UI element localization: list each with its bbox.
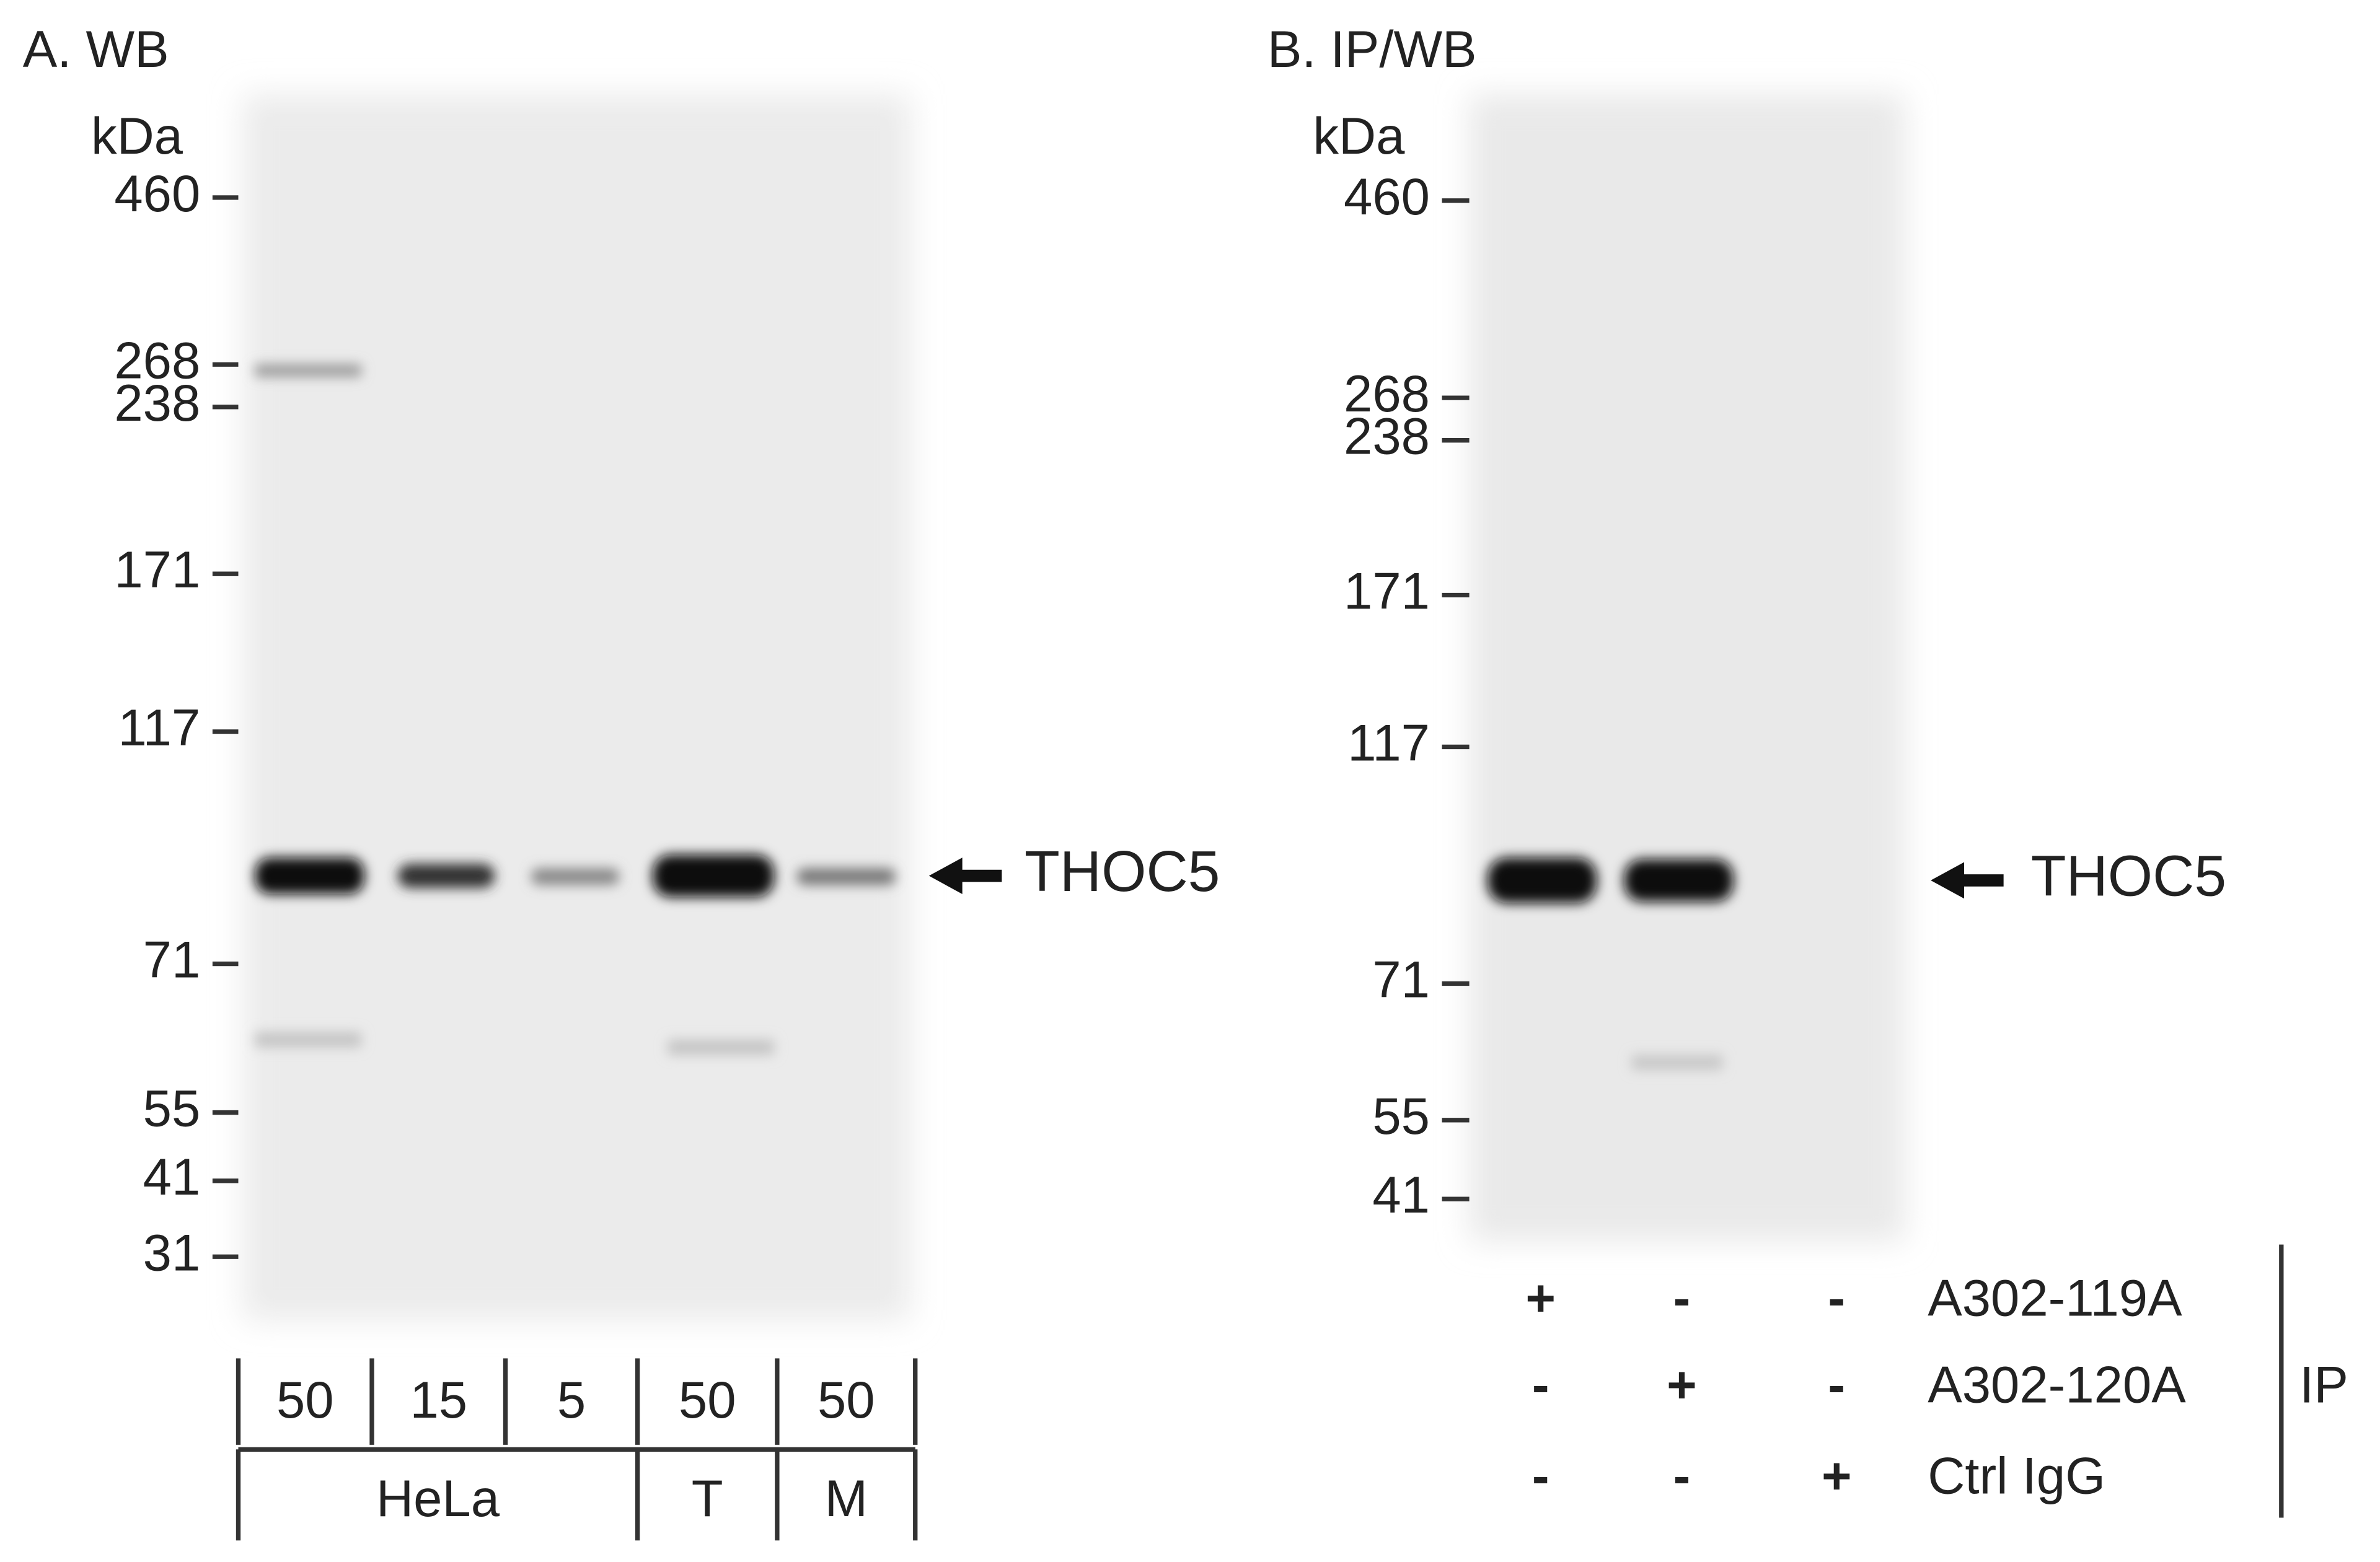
unit-label: kDa [91,107,183,165]
lane-amount: 50 [276,1371,334,1429]
ip-mark: + [1822,1447,1852,1504]
ip-mark: - [1532,1447,1549,1504]
ip-mark: - [1673,1270,1691,1327]
arrow [1931,862,2004,899]
band [796,868,896,885]
marker-label: 238 [114,374,200,432]
marker-label: 460 [114,165,200,222]
ip-group-label: IP [2299,1356,2348,1413]
lane-amount: 5 [557,1371,586,1429]
target-label: THOC5 [1025,839,1220,903]
ip-row-label: A302-120A [1928,1356,2186,1413]
band [255,1032,361,1048]
band [255,858,364,894]
marker-label: 117 [1347,714,1430,771]
blot-a [242,94,911,1321]
lane-amount: 50 [679,1371,736,1429]
marker-label: 55 [143,1080,201,1138]
panel-title: A. WB [23,20,169,78]
band [1631,1055,1723,1071]
ip-mark: - [1828,1356,1845,1413]
lane-group: HeLa [376,1470,500,1527]
marker-label: 41 [143,1148,201,1206]
band [531,868,620,885]
band [668,1040,774,1055]
marker-label: 55 [1372,1087,1430,1145]
bands [255,364,1734,1071]
blot-b [1469,94,1905,1242]
marker-label: 268 [1344,365,1430,423]
lane-amount: 50 [818,1371,875,1429]
ip-row-label: Ctrl IgG [1928,1447,2105,1504]
marker-label: 268 [114,331,200,389]
ip-mark: - [1532,1356,1549,1413]
panel-title: B. IP/WB [1267,20,1477,78]
ip-mark: + [1667,1356,1697,1413]
band [653,854,774,897]
band [1488,858,1597,903]
band [255,364,361,377]
marker-label: 171 [1344,563,1430,620]
ip-mark: - [1828,1270,1845,1327]
lane-group: M [825,1470,868,1527]
marker-label: 71 [143,931,201,989]
lane-amount: 15 [410,1371,467,1429]
marker-label: 171 [114,541,200,599]
marker-label: 31 [143,1224,201,1281]
marker-label: 460 [1344,168,1430,226]
target-label: THOC5 [2031,843,2226,908]
marker-label: 238 [1344,408,1430,465]
band [397,863,495,888]
marker-label: 117 [118,699,201,757]
ip-mark: + [1525,1270,1556,1327]
band [1624,859,1734,902]
ip-row-label: A302-119A [1928,1270,2182,1327]
lane-group: T [692,1470,723,1527]
marker-label: 71 [1372,950,1430,1008]
unit-label: kDa [1313,107,1405,165]
marker-label: 41 [1372,1166,1430,1224]
ip-mark: - [1673,1447,1691,1504]
arrow [928,858,1002,894]
